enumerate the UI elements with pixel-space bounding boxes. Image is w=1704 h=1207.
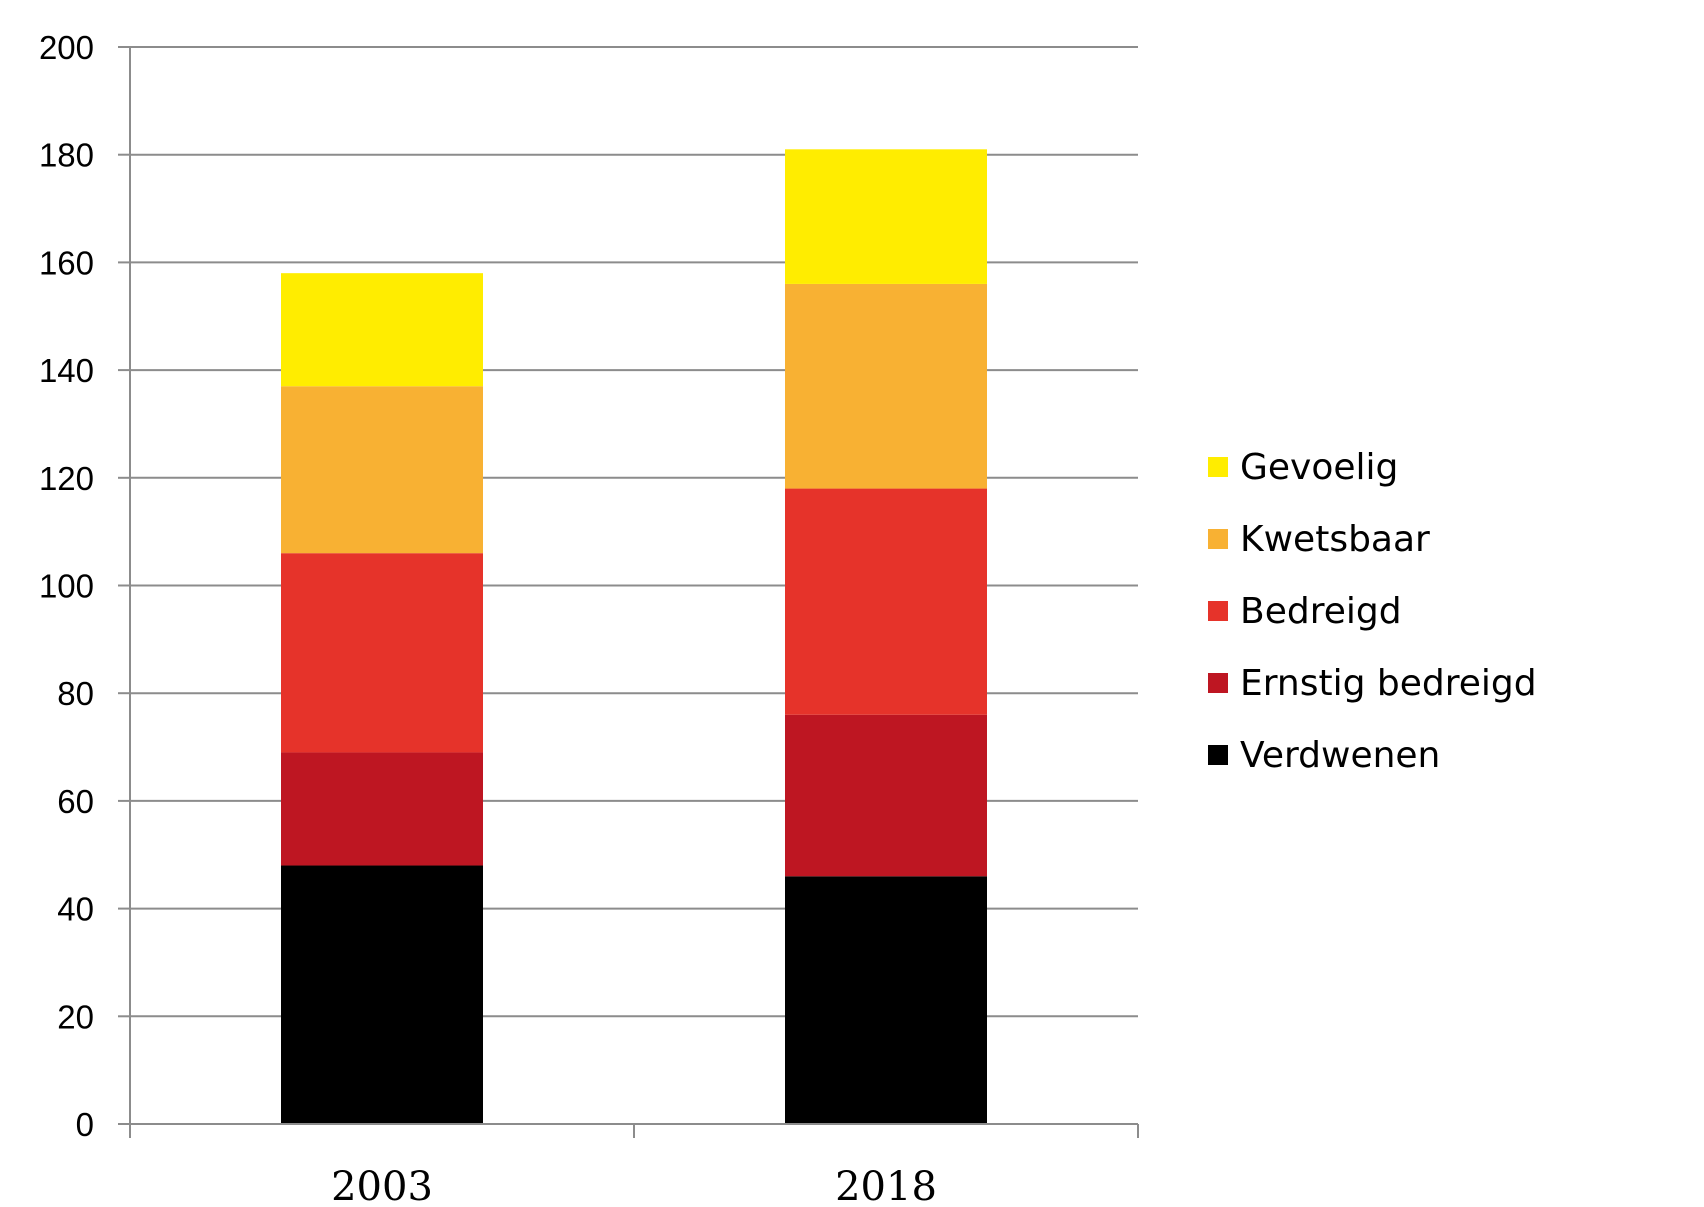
bar-2018-kwetsbaar bbox=[785, 283, 987, 489]
x-tick-label-2018: 2018 bbox=[835, 1164, 937, 1207]
y-tick-label-140: 140 bbox=[39, 352, 94, 389]
y-tick-label-40: 40 bbox=[57, 891, 94, 928]
y-tick-label-80: 80 bbox=[57, 675, 94, 712]
bars bbox=[281, 149, 987, 1124]
bar-2003-bedreigd bbox=[281, 553, 483, 753]
legend-label-kwetsbaar: Kwetsbaar bbox=[1240, 519, 1430, 560]
legend-label-verdwenen: Verdwenen bbox=[1240, 735, 1440, 776]
y-tick-label-100: 100 bbox=[39, 568, 94, 605]
y-tick-label-180: 180 bbox=[39, 137, 94, 174]
x-tick-label-2003: 2003 bbox=[331, 1164, 433, 1207]
y-tick-label-0: 0 bbox=[76, 1106, 94, 1143]
legend-label-bedreigd: Bedreigd bbox=[1240, 591, 1402, 632]
legend-swatch-kwetsbaar bbox=[1208, 529, 1228, 549]
bar-2018-verdwenen bbox=[785, 876, 987, 1124]
y-tick-label-120: 120 bbox=[39, 460, 94, 497]
y-tick-label-60: 60 bbox=[57, 783, 94, 820]
legend-swatch-ernstig-bedreigd bbox=[1208, 673, 1228, 693]
y-tick-label-160: 160 bbox=[39, 244, 94, 281]
legend-label-ernstig-bedreigd: Ernstig bedreigd bbox=[1240, 663, 1537, 704]
legend-swatch-gevoelig bbox=[1208, 457, 1228, 477]
bar-2018-ernstig-bedreigd bbox=[785, 714, 987, 877]
bar-2018-gevoelig bbox=[785, 149, 987, 284]
bar-2003-gevoelig bbox=[281, 273, 483, 387]
bar-2003-ernstig-bedreigd bbox=[281, 752, 483, 866]
y-tick-label-200: 200 bbox=[39, 29, 94, 66]
x-tick-labels: 2003 2018 bbox=[331, 1164, 937, 1207]
bar-2003-verdwenen bbox=[281, 865, 483, 1124]
axes bbox=[118, 46, 1139, 1138]
y-tick-labels: 0 20 40 60 80 100 120 140 160 180 200 bbox=[39, 29, 94, 1143]
legend-label-gevoelig: Gevoelig bbox=[1240, 447, 1398, 488]
legend-swatch-bedreigd bbox=[1208, 601, 1228, 621]
y-tick-label-20: 20 bbox=[57, 998, 94, 1035]
legend: Gevoelig Kwetsbaar Bedreigd Ernstig bedreig… bbox=[1208, 447, 1537, 776]
legend-swatch-verdwenen bbox=[1208, 745, 1228, 765]
bar-2003-kwetsbaar bbox=[281, 386, 483, 554]
bar-2018-bedreigd bbox=[785, 488, 987, 715]
